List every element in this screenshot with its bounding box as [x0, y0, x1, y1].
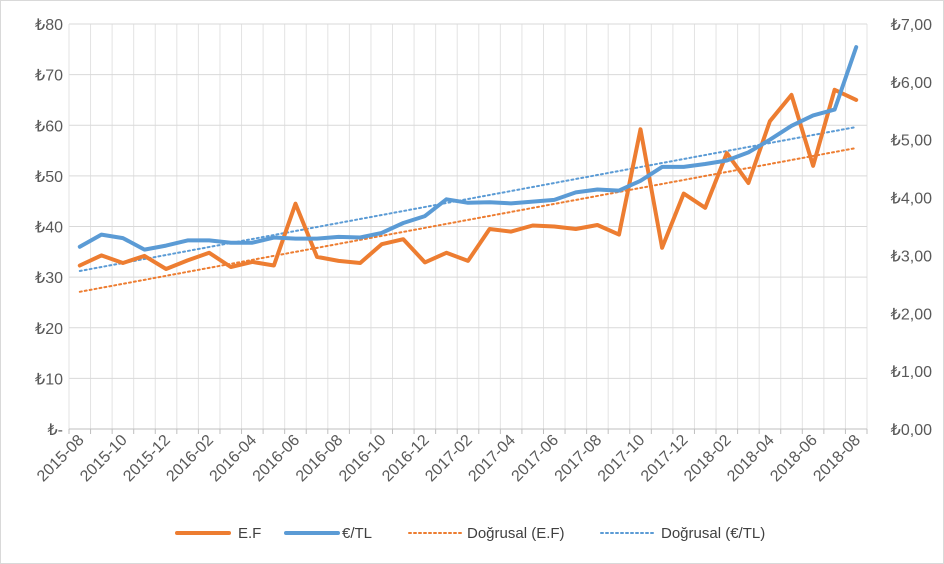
x-tick-label: 2017-08	[552, 432, 606, 486]
x-tick-label: 2017-12	[638, 432, 692, 486]
legend-item: €/TL	[284, 525, 372, 542]
horizontal-gridlines	[69, 23, 867, 430]
y-left-tick-label: ₺50	[35, 169, 63, 186]
y-left-tick-label: ₺-	[47, 422, 63, 439]
legend-item: Doğrusal (E.F)	[408, 525, 565, 542]
x-tick-label: 2018-06	[767, 432, 821, 486]
legend-label: €/TL	[342, 525, 372, 542]
x-tick-label: 2016-10	[336, 432, 390, 486]
x-axis-labels: 2015-082015-102015-122016-022016-042016-…	[34, 432, 864, 486]
legend: E.F €/TL Doğrusal (E.F) Doğrusal (€/TL)	[175, 525, 765, 542]
y-left-tick-label: ₺80	[35, 17, 63, 34]
trendline-do-rusal-e-f	[78, 147, 858, 293]
x-tick-label: 2016-12	[379, 432, 433, 486]
x-tick-label: 2017-02	[422, 432, 476, 486]
x-tick-label: 2016-08	[293, 432, 347, 486]
x-tick-label: 2018-04	[724, 432, 778, 486]
legend-item: E.F	[175, 525, 261, 542]
x-tick-label: 2017-04	[465, 432, 519, 486]
y-right-tick-label: ₺4,00	[891, 191, 932, 208]
series-line-e-f	[77, 87, 859, 271]
y-right-tick-label: ₺5,00	[891, 133, 932, 150]
series-lines	[77, 45, 859, 271]
x-tick-label: 2015-10	[77, 432, 131, 486]
x-tick-label: 2018-02	[681, 432, 735, 486]
y-axis-left-labels: ₺- ₺10 ₺20 ₺30 ₺40 ₺50 ₺60 ₺70 ₺80	[35, 17, 63, 439]
x-tick-label: 2016-04	[207, 432, 261, 486]
x-tick-label: 2018-08	[811, 432, 865, 486]
y-right-tick-label: ₺3,00	[891, 248, 932, 265]
y-right-tick-label: ₺1,00	[891, 364, 932, 381]
y-left-tick-label: ₺10	[35, 371, 63, 388]
x-tick-label: 2017-06	[509, 432, 563, 486]
y-left-tick-label: ₺70	[35, 68, 63, 85]
x-tick-label: 2016-06	[250, 432, 304, 486]
y-right-tick-label: ₺2,00	[891, 306, 932, 323]
y-left-tick-label: ₺60	[35, 118, 63, 135]
y-right-tick-label: ₺6,00	[891, 75, 932, 92]
y-right-tick-label: ₺0,00	[891, 422, 932, 439]
legend-label: Doğrusal (€/TL)	[661, 525, 765, 542]
legend-label: E.F	[238, 525, 261, 542]
x-tick-label: 2015-12	[120, 432, 174, 486]
trend-lines	[78, 126, 858, 293]
y-left-tick-label: ₺20	[35, 321, 63, 338]
y-axis-right-labels: ₺0,00 ₺1,00 ₺2,00 ₺3,00 ₺4,00 ₺5,00 ₺6,00 ₺7,00	[891, 17, 932, 439]
series-line-tl	[77, 45, 859, 252]
legend-label: Doğrusal (E.F)	[467, 525, 565, 542]
trendline-do-rusal-tl	[78, 126, 858, 272]
y-right-tick-label: ₺7,00	[891, 17, 932, 34]
legend-item: Doğrusal (€/TL)	[600, 525, 765, 542]
x-tick-label: 2016-02	[163, 432, 217, 486]
x-tick-label: 2017-10	[595, 432, 649, 486]
x-tick-label: 2015-08	[34, 432, 88, 486]
axis-lines	[68, 428, 868, 434]
y-left-tick-label: ₺40	[35, 220, 63, 237]
y-left-tick-label: ₺30	[35, 270, 63, 287]
